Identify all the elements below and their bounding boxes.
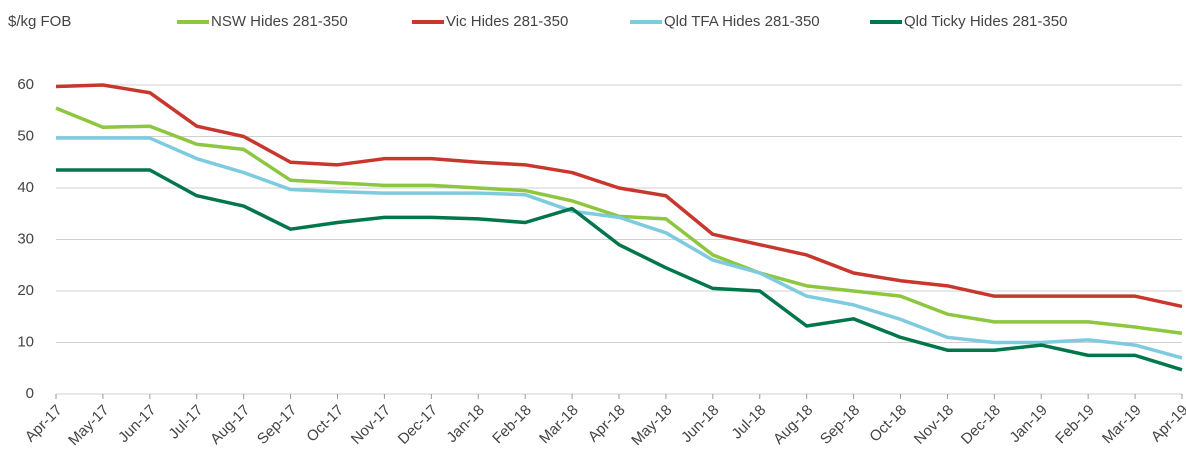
x-tick-label: Oct-17 [303,402,347,446]
legend-label: NSW Hides 281-350 [211,13,348,30]
x-tick-label: Jan-18 [443,402,487,446]
x-tick-label: Dec-17 [395,402,441,448]
y-tick-label: 0 [26,385,34,402]
series-line [55,106,1183,335]
y-tick-label: 20 [17,282,34,299]
x-tick-label: Feb-19 [1052,402,1098,448]
legend-label: Qld TFA Hides 281-350 [664,13,820,30]
x-tick-label: Nov-18 [911,402,957,448]
x-tick-label: Apr-17 [22,402,66,446]
x-tick-label: Sep-18 [817,402,863,448]
legend-label: Qld Ticky Hides 281-350 [904,13,1067,30]
x-tick-label: Jan-19 [1006,402,1050,446]
series-line [55,83,1183,309]
y-tick-label: 30 [17,230,34,247]
x-tick-label: Jun-18 [678,402,722,446]
legend-label: Vic Hides 281-350 [446,13,568,30]
y-tick-label: 60 [17,76,34,93]
x-tick-label: Jul-17 [165,402,206,443]
x-tick-label: May-17 [65,402,112,449]
x-tick-label: Sep-17 [254,402,300,448]
y-tick-label: 50 [17,127,34,144]
x-tick-label: Nov-17 [348,402,394,448]
x-tick-label: Jun-17 [115,402,159,446]
x-tick-label: Aug-18 [770,402,816,448]
series-line [56,136,1183,360]
x-tick-label: Mar-19 [1099,402,1145,448]
y-tick-label: 10 [17,333,34,350]
x-tick-label: Dec-18 [958,402,1004,448]
x-tick-label: Jul-18 [728,402,769,443]
series-line [56,168,1183,372]
x-tick-label: Oct-18 [866,402,910,446]
y-tick-label: 40 [17,179,34,196]
x-tick-label: Feb-18 [489,402,535,448]
x-tick-label: Aug-17 [207,402,253,448]
x-tick-label: Mar-18 [536,402,582,448]
y-axis-label: $/kg FOB [8,13,71,30]
x-tick-label: Apr-18 [585,402,629,446]
x-tick-label: May-18 [628,402,675,449]
x-tick-label: Apr-19 [1148,402,1186,446]
